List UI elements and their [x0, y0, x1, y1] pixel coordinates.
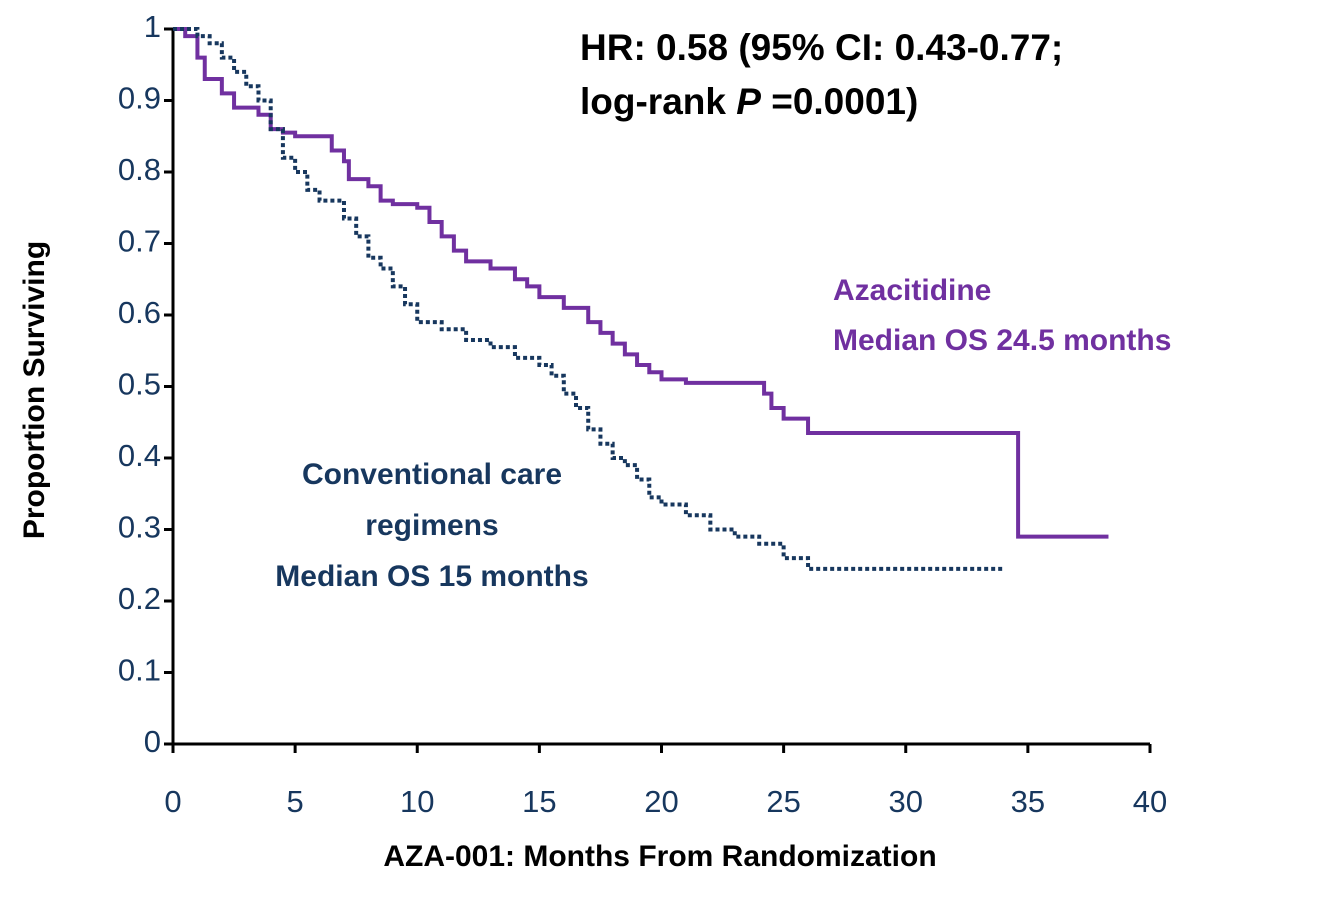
annotation-part: P [736, 81, 761, 122]
y-tick-label: 1 [144, 9, 161, 44]
annotation: log-rank P =0.0001) [580, 81, 918, 122]
x-tick-label: 5 [287, 784, 304, 819]
series-label: Median OS 24.5 months [833, 324, 1171, 357]
x-tick-label: 25 [766, 784, 800, 819]
y-tick-label: 0.4 [118, 438, 161, 473]
y-tick-label: 0.9 [118, 81, 161, 116]
series-label: Azacitidine [833, 274, 991, 307]
y-tick-label: 0.3 [118, 510, 161, 545]
x-tick-label: 10 [400, 784, 434, 819]
annotation-part: =0.0001) [761, 81, 918, 122]
x-tick-label: 0 [164, 784, 181, 819]
y-tick-label: 0.2 [118, 581, 161, 616]
y-tick-label: 0.1 [118, 653, 161, 688]
series-label: Conventional care [302, 458, 562, 491]
y-tick-label: 0 [144, 724, 161, 759]
y-axis-title: Proportion Surviving [18, 241, 51, 539]
x-tick-label: 35 [1011, 784, 1045, 819]
y-tick-label: 0.8 [118, 152, 161, 187]
x-tick-label: 20 [644, 784, 678, 819]
series-label: regimens [365, 509, 498, 542]
annotation: HR: 0.58 (95% CI: 0.43-0.77; [580, 27, 1063, 68]
x-axis-title: AZA-001: Months From Randomization [383, 840, 936, 873]
annotation-part: log-rank [580, 81, 736, 122]
survival-curve [173, 27, 1004, 571]
x-tick-label: 30 [889, 784, 923, 819]
y-tick-label: 0.5 [118, 367, 161, 402]
y-tick-label: 0.7 [118, 224, 161, 259]
x-tick-label: 15 [522, 784, 556, 819]
x-tick-label: 40 [1133, 784, 1167, 819]
series-label: Median OS 15 months [275, 560, 588, 593]
y-tick-label: 0.6 [118, 295, 161, 330]
